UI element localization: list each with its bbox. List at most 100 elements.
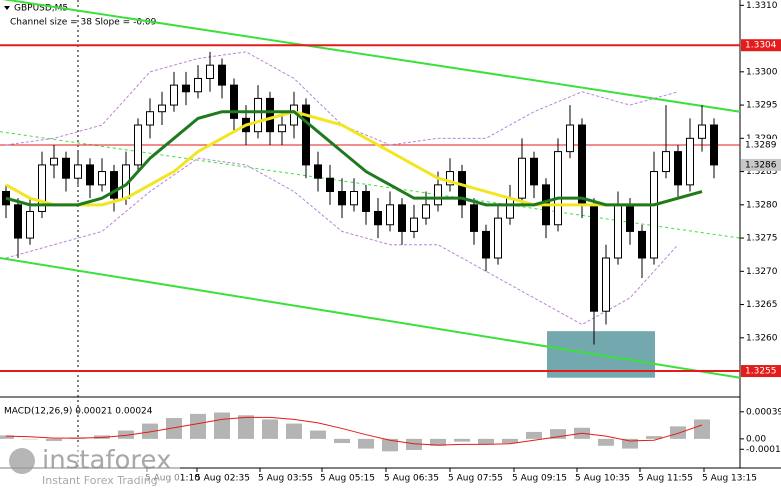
candle-body: [86, 164, 94, 186]
x-tick-label: 5 Aug 09:15: [512, 474, 567, 484]
last-price-label-box: [741, 158, 781, 171]
y-tick-label: 1.3290: [746, 134, 778, 144]
candle-body: [662, 151, 670, 173]
candle-body: [566, 124, 574, 153]
candle-body: [578, 124, 586, 206]
candle-body: [206, 64, 214, 79]
macd-y-tick-label: 0.00: [746, 434, 766, 444]
candle-body: [314, 164, 322, 179]
band-upper: [5, 51, 679, 146]
candle-body: [710, 124, 718, 166]
macd-bar: [22, 438, 38, 440]
y-tick-label: 1.3310: [746, 1, 778, 11]
macd-bar: [382, 438, 398, 452]
macd-bar: [310, 430, 326, 439]
candle-body: [602, 257, 610, 312]
last-price-label: 1.3286: [745, 160, 777, 170]
y-tick-label: 1.3260: [746, 333, 778, 343]
candle-body: [362, 191, 370, 212]
candle-body: [38, 164, 46, 212]
macd-label: MACD(12,26,9) 0.00021 0.00024: [4, 407, 153, 417]
macd-bar: [670, 426, 686, 439]
macd-signal: [5, 416, 703, 446]
chart-title: GBPUSD,M5: [14, 4, 68, 14]
channel-upper: [2, 0, 741, 113]
x-tick-label: 5 Aug 02:35: [195, 474, 250, 484]
macd-bar: [46, 438, 62, 441]
candle-body: [14, 204, 22, 239]
macd-bar: [406, 438, 422, 450]
candle-body: [98, 171, 106, 186]
band-lower: [5, 157, 679, 326]
macd-bar: [118, 430, 134, 439]
watermark-logo: [9, 448, 35, 474]
candle-body: [482, 230, 490, 259]
watermark-brand: instaforex: [42, 446, 171, 476]
macd-bar: [694, 419, 710, 439]
candle-body: [170, 84, 178, 106]
macd-y-tick-label: 0.00039: [746, 407, 781, 417]
candle-body: [146, 111, 154, 126]
candle-body: [194, 77, 202, 93]
y-tick-label: 1.3275: [746, 234, 778, 244]
candle-body: [74, 164, 82, 179]
candle-body: [50, 157, 58, 166]
watermark-tagline: Instant Forex Trading: [42, 474, 158, 487]
channel-lower: [0, 257, 741, 379]
level-label-box: [741, 39, 781, 52]
candle-body: [266, 97, 274, 133]
candle-body: [230, 84, 238, 119]
y-tick-label: 1.3265: [746, 300, 778, 310]
level-label: 1.3289: [745, 140, 777, 150]
candle-body: [326, 177, 334, 193]
moving-average: [5, 110, 703, 207]
macd-bar: [190, 413, 206, 439]
x-tick-label: 5 Aug 07:55: [448, 474, 503, 484]
candle-body: [302, 104, 310, 166]
candle-body: [518, 157, 526, 199]
y-tick-label: 1.3295: [746, 101, 778, 111]
candle-body: [350, 191, 358, 206]
candle-body: [134, 124, 142, 166]
x-tick-label: 5 Aug 05:15: [320, 474, 375, 484]
chart-subtitle: Channel size = 38 Slope = -0.09: [10, 18, 157, 28]
candle-body: [386, 204, 394, 226]
macd-bar: [502, 438, 518, 444]
candle-body: [338, 191, 346, 206]
candle-body: [410, 217, 418, 232]
candle-body: [674, 151, 682, 186]
candle-body: [470, 204, 478, 232]
level-label-box: [741, 138, 781, 151]
candle-body: [638, 230, 646, 259]
macd-bar: [358, 438, 374, 449]
level-label-box: [741, 365, 781, 378]
macd-y-tick-label: -0.00015: [746, 445, 781, 455]
level-label: 1.3255: [745, 367, 777, 377]
y-tick-label: 1.3285: [746, 167, 778, 177]
macd-bar: [550, 429, 566, 439]
candle-body: [110, 171, 118, 199]
candle-body: [650, 171, 658, 259]
watermark: instaforex Instant Forex Trading: [0, 443, 180, 489]
macd-bar: [526, 431, 542, 439]
candle-body: [626, 204, 634, 232]
candle-body: [458, 171, 466, 206]
y-tick-label: 1.3280: [746, 200, 778, 210]
x-tick-label: 5 Aug 10:35: [575, 474, 630, 484]
macd-bar: [0, 435, 14, 439]
candle-body: [590, 204, 598, 312]
candle-body: [446, 171, 454, 186]
macd-bar: [214, 412, 230, 439]
macd-bar: [262, 419, 278, 439]
macd-bar: [478, 438, 494, 445]
candle-body: [254, 97, 262, 133]
macd-bar: [142, 423, 158, 439]
candle-body: [422, 204, 430, 219]
macd-bar: [430, 438, 446, 446]
x-tick-label: 5 Aug 13:15: [702, 474, 757, 484]
macd-bar: [286, 423, 302, 439]
candle-body: [182, 84, 190, 93]
dropdown-icon: [4, 6, 10, 10]
channel-middle: [0, 131, 741, 239]
